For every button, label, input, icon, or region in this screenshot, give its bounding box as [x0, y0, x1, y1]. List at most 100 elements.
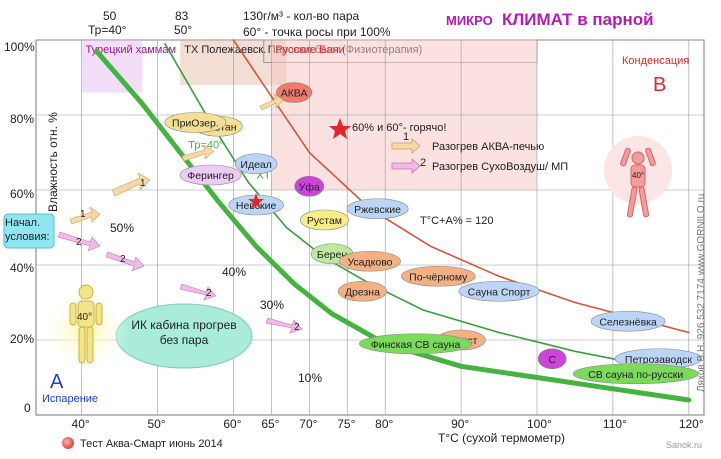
range-label: Русские Бани — [275, 44, 344, 56]
top-note-1: 130г/м³ - кол-во пара — [243, 9, 360, 23]
zone-ellipse — [164, 112, 227, 133]
zone-label: Ферингер — [187, 170, 234, 182]
svg-text:2: 2 — [120, 254, 126, 265]
zone-ellipse — [572, 363, 699, 385]
svg-text:1: 1 — [80, 209, 86, 220]
iso-line — [94, 48, 692, 403]
zone-label: Финская СВ сауна — [371, 339, 461, 351]
legend: 1 Разогрев АКВА-печью 2 Разогрев СухоВоз… — [391, 131, 568, 174]
x-tick-label: 90° — [451, 417, 469, 431]
figure-a-person — [69, 284, 103, 364]
zone-label: Невские — [236, 200, 277, 212]
legend-arrow-2 — [391, 158, 421, 174]
y-tick-label: 40% — [10, 261, 34, 275]
x-tick-label: 110° — [603, 417, 627, 431]
corner-b-letter: В — [653, 74, 666, 96]
zone-label: Берен — [317, 249, 347, 261]
zone-label: ПриОзер. — [172, 118, 219, 130]
footer-dot-icon — [62, 437, 74, 449]
watermark: Sanok.ru — [666, 440, 702, 450]
top-tick-2-num: 83 — [175, 9, 189, 23]
x-tick-labels: 40° 50° 60° 65° 70° 75° 80° 90° 100° 110° 120° — [72, 417, 704, 431]
y-tick-label: 80% — [10, 112, 34, 126]
rh-mark: 50% — [110, 221, 134, 235]
figure-b-temp: 40° — [632, 171, 644, 180]
zone-label: Уфа — [299, 181, 320, 193]
start-conditions-box — [3, 213, 55, 249]
legend-num-2: 2 — [420, 157, 426, 169]
corner-a-letter: А — [50, 371, 64, 393]
zone-label: Ржевские — [354, 204, 401, 216]
zones-layer: АКВАКаштанПриОзер.ФерингерИдеалУфаНевски… — [164, 82, 703, 385]
iso-line-label: Тр=40° — [188, 140, 223, 152]
legend-label-2: Разогрев СухоВоздуш/ МП — [432, 161, 568, 173]
zone-ellipse — [179, 164, 242, 186]
y-axis-label: Влажность отн. % — [46, 112, 60, 212]
start-conditions-text-wrap: Начал. условия: — [5, 217, 50, 243]
legend-num-1: 1 — [403, 131, 409, 143]
top-tick-1-num: 50 — [103, 9, 117, 23]
x-tick-label: 60° — [223, 417, 241, 431]
zone-ellipse — [339, 250, 401, 272]
formula-label: T°C+A% = 120 — [420, 215, 494, 227]
zone-ellipse — [234, 153, 278, 175]
y-tick-label: 100% — [4, 40, 35, 54]
range-label: ТХ Полежаевск. — [184, 44, 266, 56]
zone-label: Идеал — [240, 159, 271, 171]
zone-label: Селезнёвка — [599, 316, 657, 328]
figure-a-temp: 40° — [77, 312, 92, 323]
ir-cabin-label: ИК кабина прогрев без пара — [131, 318, 237, 347]
zone-label: Сауна Спорт — [468, 286, 531, 298]
x-tick-label: 70° — [299, 417, 317, 431]
zone-ellipse — [401, 265, 476, 287]
legend-label-1: Разогрев АКВА-печью — [432, 141, 544, 153]
figure-b-person — [620, 147, 656, 218]
y-tick-label: 20% — [10, 332, 34, 346]
zone-label: Петрозаводск — [625, 354, 693, 366]
rh-mark: 30% — [260, 298, 284, 312]
zone-ellipse — [590, 310, 666, 332]
top-tick-2-t: 50° — [174, 23, 192, 37]
zone-label: СВ сауна по-русски — [588, 369, 683, 381]
zone-label: По-чёрному — [409, 271, 468, 283]
corner-b-label: Конденсация — [622, 55, 689, 67]
star-marker-icon — [248, 193, 264, 209]
zone-ellipse — [337, 280, 387, 302]
svg-text:2: 2 — [206, 288, 212, 299]
start-conditions-label: Начал. условия: — [5, 217, 50, 243]
y-tick-label: 0 — [24, 401, 31, 415]
x-tick-label: 75° — [337, 417, 355, 431]
zone-label: АКВА — [281, 88, 308, 100]
svg-text:2: 2 — [76, 237, 82, 248]
svg-text:1: 1 — [140, 178, 146, 189]
side-credit: Ляхов В.Н. 926 532 7174 www.GORNILO.ru — [696, 194, 707, 392]
zone-label: С — [548, 354, 556, 366]
zone-label: Дрезна — [345, 286, 380, 298]
x-axis-label: T°C (сухой термометр) — [438, 431, 565, 445]
zone-ellipse — [359, 333, 473, 355]
y-tick-labels: 100% 80% 60% 40% 20% 0 — [4, 40, 35, 415]
title-prefix: МИКРО — [446, 13, 493, 28]
zone-ellipse — [299, 209, 349, 231]
svg-text:2: 2 — [294, 322, 300, 333]
y-tick-label: 60% — [10, 187, 34, 201]
ir-cabin-text-wrap: ИК кабина прогрев без пара — [131, 318, 237, 347]
x-tick-label: 120° — [679, 417, 704, 431]
corner-a-label: Испарение — [42, 393, 98, 405]
figure-a-glow — [42, 286, 130, 374]
zone-ellipse — [346, 198, 409, 220]
zone-label: Усадково — [347, 256, 392, 268]
zone-ellipse — [275, 82, 313, 103]
x-tick-label: 40° — [72, 417, 90, 431]
range-label: Турецкий хаммам — [86, 44, 176, 56]
rh-mark: 10% — [298, 371, 322, 385]
x-tick-label: 65° — [261, 417, 279, 431]
zone-ellipse — [294, 175, 325, 197]
zone-label: Рустам — [307, 215, 342, 227]
x-tick-label: 80° — [375, 417, 393, 431]
legend-arrow-1 — [391, 138, 421, 154]
x-tick-label: 100° — [527, 417, 552, 431]
star-note: 60% и 60°- горячо! — [352, 122, 446, 134]
